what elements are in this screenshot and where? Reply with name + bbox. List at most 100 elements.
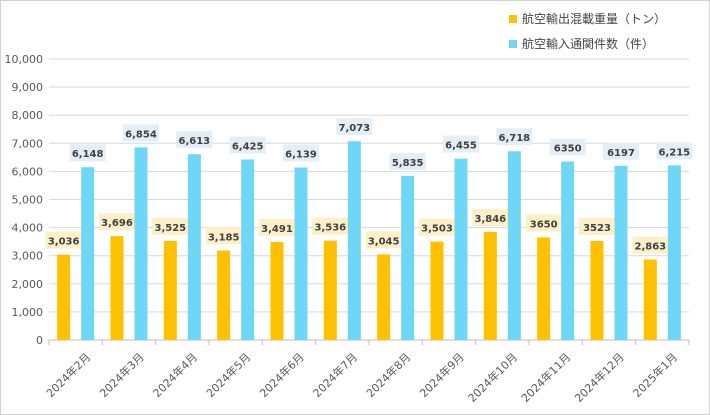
data-label: 3,536: [315, 223, 347, 234]
data-label-background: [99, 213, 135, 231]
data-label-background: [69, 144, 106, 162]
bar: [377, 254, 391, 340]
data-label-background: [283, 144, 319, 162]
x-tick-label: 2024年7月: [310, 350, 360, 400]
data-label-background: [312, 217, 349, 235]
bar: [270, 241, 284, 340]
data-label: 6,854: [125, 129, 157, 140]
legend-swatch-export-weight: [509, 14, 517, 23]
bar: [81, 167, 95, 340]
data-label: 3,185: [208, 233, 240, 244]
bar: [643, 259, 657, 340]
legend-label-export-weight: 航空輸出混載重量（トン）: [522, 12, 667, 26]
data-label: 6,425: [232, 141, 264, 152]
x-tick-label: 2024年2月: [43, 350, 93, 400]
data-label: 3,036: [48, 237, 80, 248]
legend-item-export-weight: 航空輸出混載重量（トン）: [509, 10, 666, 27]
data-label: 6,148: [72, 149, 104, 160]
data-label: 6,613: [179, 136, 211, 147]
data-label-background: [45, 231, 82, 249]
data-label: 7,073: [339, 123, 371, 134]
y-tick-label: 9,000: [12, 81, 44, 94]
x-tick-label: 2024年8月: [363, 350, 413, 400]
y-tick-label: 6,000: [12, 165, 44, 178]
bar: [134, 147, 148, 340]
data-label-background: [549, 138, 586, 156]
data-label: 3,525: [155, 223, 187, 234]
data-label-background: [443, 135, 479, 153]
bar: [347, 141, 361, 340]
data-label: 6,718: [499, 133, 531, 144]
bar: [537, 237, 551, 340]
data-label: 3,696: [101, 218, 133, 229]
data-label: 6,139: [285, 149, 317, 160]
legend-swatch-import-count: [509, 39, 517, 48]
bar: [590, 241, 604, 340]
bar: [401, 176, 415, 340]
x-tick-label: 2025年1月: [630, 350, 680, 400]
bar: [561, 161, 575, 340]
y-tick-label: 0: [36, 334, 43, 347]
data-label: 5,835: [392, 158, 424, 169]
data-label-background: [205, 227, 242, 245]
data-label-background: [525, 214, 562, 232]
data-label-background: [229, 136, 266, 154]
bar: [217, 250, 231, 340]
bar: [163, 240, 177, 340]
data-label: 3,503: [421, 224, 453, 235]
x-tick-label: 2024年5月: [203, 350, 253, 400]
bar: [507, 151, 521, 340]
data-label: 6,215: [659, 147, 691, 158]
x-tick-label: 2024年12月: [572, 350, 627, 405]
legend-label-import-count: 航空輸入通関件数（件）: [522, 37, 655, 51]
bar: [483, 231, 497, 340]
data-label: 3523: [583, 223, 611, 234]
data-label-background: [496, 128, 533, 146]
y-tick-label: 7,000: [12, 137, 44, 150]
bar: [57, 254, 71, 340]
data-label: 6197: [607, 148, 635, 159]
y-tick-label: 2,000: [12, 278, 44, 291]
bar: [294, 167, 308, 340]
data-label-background: [365, 231, 402, 249]
y-tick-label: 1,000: [12, 306, 44, 319]
data-label: 3650: [530, 219, 558, 230]
data-label-background: [259, 218, 295, 236]
data-label-background: [472, 208, 509, 226]
data-label-background: [656, 142, 693, 160]
data-label: 3,045: [368, 236, 400, 247]
x-tick-label: 2024年10月: [465, 350, 520, 405]
bar: [614, 165, 628, 340]
bar: [110, 236, 124, 340]
x-tick-label: 2024年9月: [417, 350, 467, 400]
y-tick-label: 3,000: [12, 250, 44, 263]
bar: [667, 165, 681, 340]
y-tick-label: 8,000: [12, 109, 44, 122]
data-label-background: [389, 153, 426, 171]
data-label: 3,846: [475, 214, 507, 225]
data-label: 3,491: [261, 224, 293, 235]
data-label-background: [419, 218, 455, 236]
bar: [241, 159, 255, 340]
bar: [454, 158, 468, 340]
x-tick-label: 2024年6月: [257, 350, 307, 400]
y-tick-label: 4,000: [12, 222, 44, 235]
data-label-background: [632, 236, 669, 254]
x-tick-label: 2024年11月: [518, 350, 573, 405]
x-tick-label: 2024年4月: [150, 350, 200, 400]
data-label-background: [336, 118, 373, 136]
data-label-background: [579, 218, 615, 236]
legend-item-import-count: 航空輸入通関件数（件）: [509, 35, 654, 52]
data-label-background: [603, 142, 639, 160]
bar: [323, 240, 337, 340]
bar: [430, 241, 444, 340]
y-tick-label: 10,000: [5, 53, 44, 66]
x-tick-label: 2024年3月: [97, 350, 147, 400]
y-tick-label: 5,000: [12, 194, 44, 207]
data-label-background: [123, 124, 159, 142]
bar: [187, 154, 201, 340]
data-label-background: [152, 217, 189, 235]
data-label: 2,863: [635, 242, 667, 253]
